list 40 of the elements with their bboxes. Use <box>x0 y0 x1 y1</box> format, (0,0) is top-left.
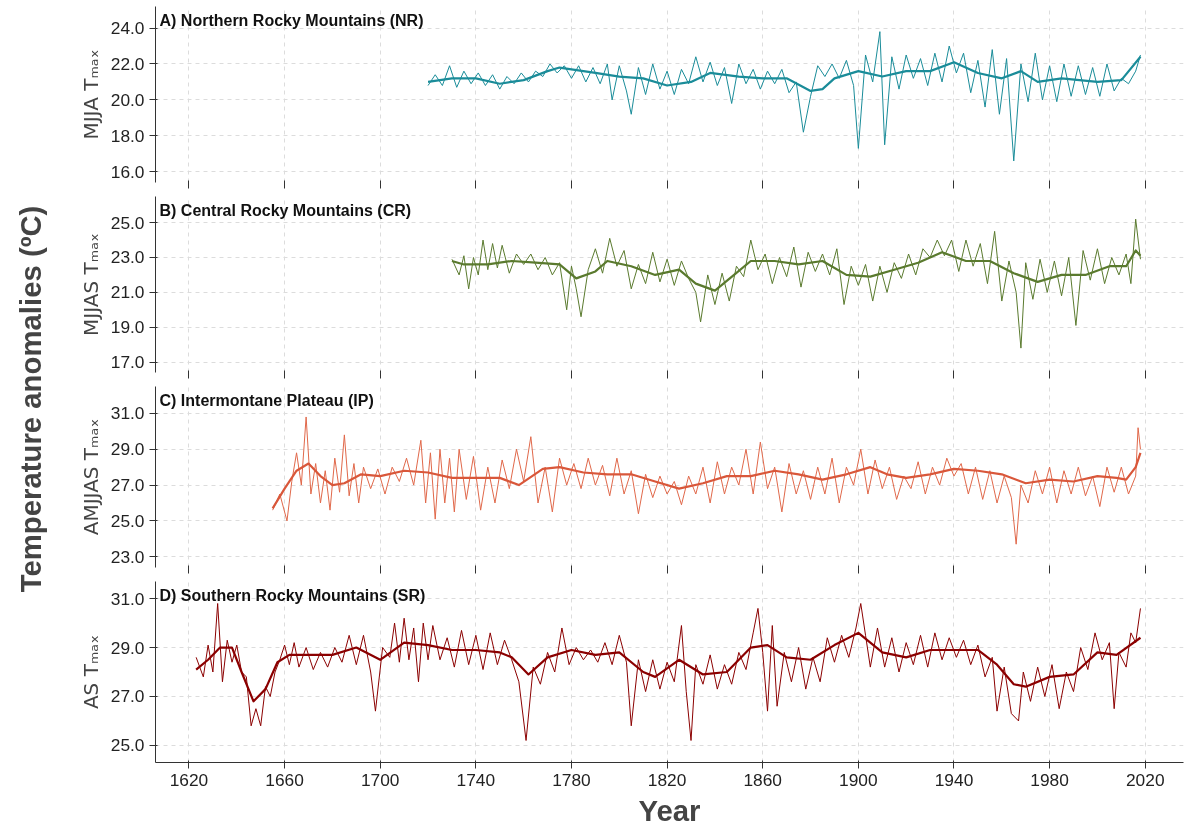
y-axis-title: MJJA Tₘₐₓ <box>78 49 103 140</box>
y-tick-label: 31.0 <box>110 588 145 609</box>
y-tick-label: 24.0 <box>110 18 145 39</box>
y-tick-label: 25.0 <box>110 212 145 233</box>
y-tick-label: 25.0 <box>110 510 145 531</box>
y-tick-label: 25.0 <box>110 735 145 756</box>
x-tick-label: 1900 <box>839 769 878 790</box>
x-tick-label: 2020 <box>1125 769 1165 790</box>
x-tick-label: 1620 <box>169 769 209 790</box>
x-tick-label: 1660 <box>265 769 304 790</box>
chart-title: D) Southern Rocky Mountains (SR) <box>159 586 426 604</box>
chart-title: C) Intermontane Plateau (IP) <box>159 391 374 409</box>
y-axis-title: AMJJAS Tₘₐₓ <box>78 418 103 536</box>
y-axis-title: MJJAS Tₘₐₓ <box>78 233 103 336</box>
y-tick-label: 29.0 <box>110 637 145 658</box>
y-tick-label: 27.0 <box>110 686 145 707</box>
y-axis-title: AS Tₘₐₓ <box>78 634 103 710</box>
y-tick-label: 16.0 <box>110 161 145 182</box>
y-tick-label: 21.0 <box>110 282 145 303</box>
y-tick-label: 18.0 <box>110 125 145 146</box>
chart-title: B) Central Rocky Mountains (CR) <box>159 201 412 219</box>
x-axis-title: Year <box>638 793 701 827</box>
x-tick-label: 1740 <box>456 769 496 790</box>
x-tick-label: 1780 <box>552 769 591 790</box>
text: Temperature anomalies (ºC) <box>14 205 47 593</box>
x-tick-label: 1820 <box>647 769 687 790</box>
x-tick-label: 1700 <box>360 769 400 790</box>
y-tick-label: 22.0 <box>110 53 145 74</box>
x-tick-label: 1980 <box>1030 769 1069 790</box>
x-tick-label: 1860 <box>743 769 783 790</box>
y-tick-label: 27.0 <box>110 475 145 496</box>
y-tick-label: 17.0 <box>110 352 145 373</box>
y-tick-label: 20.0 <box>110 89 145 110</box>
y-tick-label: 23.0 <box>110 546 145 567</box>
chart-title: A) Northern Rocky Mountains (NR) <box>159 11 424 29</box>
y-tick-label: 29.0 <box>110 439 145 460</box>
y-tick-label: 31.0 <box>110 403 145 424</box>
y-tick-label: 23.0 <box>110 247 145 268</box>
y-tick-label: 19.0 <box>110 317 145 338</box>
x-tick-label: 1940 <box>934 769 974 790</box>
